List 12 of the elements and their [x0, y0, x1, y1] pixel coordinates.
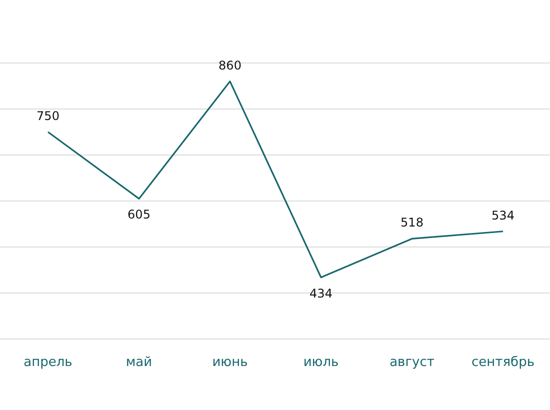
x-tick-label: май — [126, 355, 152, 370]
data-label: 518 — [400, 216, 424, 230]
data-label: 534 — [492, 208, 514, 222]
data-label: 750 — [36, 109, 60, 123]
data-label: 860 — [218, 58, 242, 72]
x-tick-label: август — [390, 355, 435, 370]
x-tick-label: июль — [303, 355, 339, 370]
data-label: 434 — [310, 286, 332, 300]
x-tick-label: июнь — [212, 355, 248, 370]
x-tick-label: апрель — [24, 355, 72, 370]
data-label: 605 — [128, 208, 150, 222]
x-tick-label: сентябрь — [472, 355, 534, 370]
